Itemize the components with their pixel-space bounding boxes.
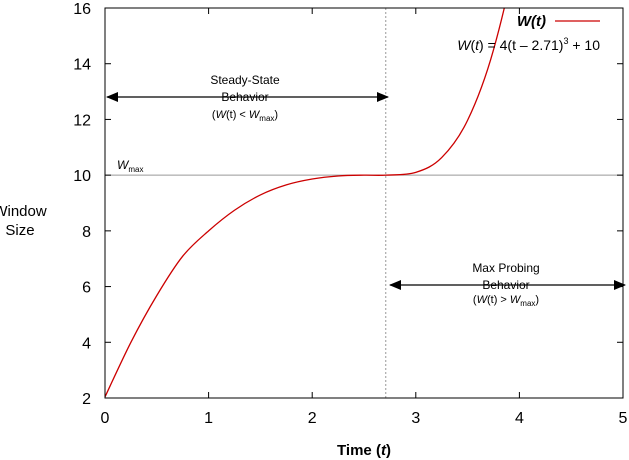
legend: W(t) W(t) = 4(t – 2.71)3 + 10	[457, 13, 600, 53]
steady-state-condition: (W(t) < Wmax)	[212, 109, 278, 123]
x-tick-label: 3	[411, 410, 420, 427]
y-tick-label: 2	[82, 391, 91, 408]
x-tick-label: 0	[101, 410, 110, 427]
max-probing-label-line2: Behavior	[482, 278, 529, 292]
y-tick-label: 4	[82, 335, 91, 352]
steady-state-label-line2: Behavior	[221, 90, 268, 104]
y-tick-label: 6	[82, 280, 91, 297]
series-w-t-line	[105, 8, 505, 398]
x-tick-label: 5	[619, 410, 628, 427]
x-tick-label: 2	[308, 410, 317, 427]
x-tick-label: 4	[515, 410, 524, 427]
x-axis-ticks: 0 1 2 3 4 5	[101, 8, 628, 427]
y-tick-label: 12	[73, 112, 91, 129]
x-tick-label: 1	[204, 410, 213, 427]
max-probing-label-line1: Max Probing	[472, 261, 539, 275]
y-tick-label: 14	[73, 57, 91, 74]
steady-state-label-line1: Steady-State	[210, 73, 280, 87]
legend-equation: W(t) = 4(t – 2.71)3 + 10	[457, 36, 600, 53]
y-tick-label: 16	[73, 1, 91, 18]
y-axis-label-line1: Window	[0, 203, 47, 220]
y-tick-label: 10	[73, 168, 91, 185]
wmax-label: Wmax	[117, 158, 143, 174]
legend-series-label: W(t)	[517, 13, 546, 30]
max-probing-condition: (W(t) > Wmax)	[473, 294, 539, 308]
y-tick-label: 8	[82, 224, 91, 241]
plot-frame	[104, 7, 624, 399]
y-axis-label-line2: Size	[5, 222, 34, 239]
y-axis-ticks: 2 4 6 8 10 12 14 16	[73, 1, 623, 408]
x-axis-label: Time (t)	[337, 442, 391, 459]
